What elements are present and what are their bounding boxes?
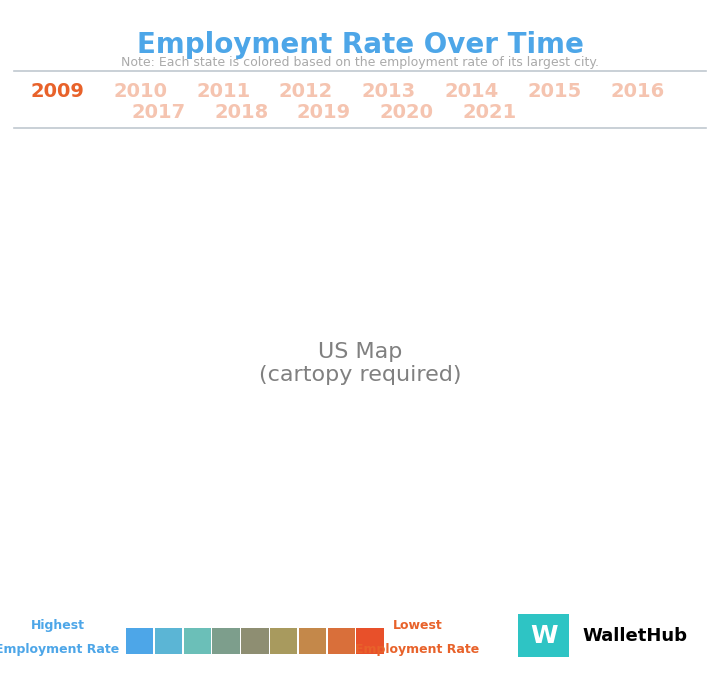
Text: 2021: 2021 — [462, 103, 517, 122]
Text: 2017: 2017 — [131, 103, 186, 122]
Text: 2013: 2013 — [361, 82, 416, 101]
Text: 2014: 2014 — [444, 82, 499, 101]
Text: W: W — [530, 624, 557, 648]
Text: 2016: 2016 — [610, 82, 665, 101]
Text: US Map
(cartopy required): US Map (cartopy required) — [258, 342, 462, 386]
Text: 2018: 2018 — [214, 103, 269, 122]
Text: 2019: 2019 — [297, 103, 351, 122]
FancyBboxPatch shape — [518, 615, 569, 657]
Text: WalletHub: WalletHub — [583, 627, 688, 645]
Text: 2010: 2010 — [114, 82, 167, 101]
Text: Note: Each state is colored based on the employment rate of its largest city.: Note: Each state is colored based on the… — [121, 56, 599, 69]
Text: 2011: 2011 — [196, 82, 251, 101]
Text: Employment Rate Over Time: Employment Rate Over Time — [137, 31, 583, 58]
Text: 2020: 2020 — [380, 103, 434, 122]
Text: Employment Rate: Employment Rate — [0, 643, 120, 656]
Text: 2009: 2009 — [31, 82, 84, 101]
Text: Highest: Highest — [30, 619, 85, 632]
Text: Employment Rate: Employment Rate — [356, 643, 480, 656]
Text: 2012: 2012 — [279, 82, 333, 101]
Text: Lowest: Lowest — [392, 619, 443, 632]
Text: 2015: 2015 — [527, 82, 582, 101]
